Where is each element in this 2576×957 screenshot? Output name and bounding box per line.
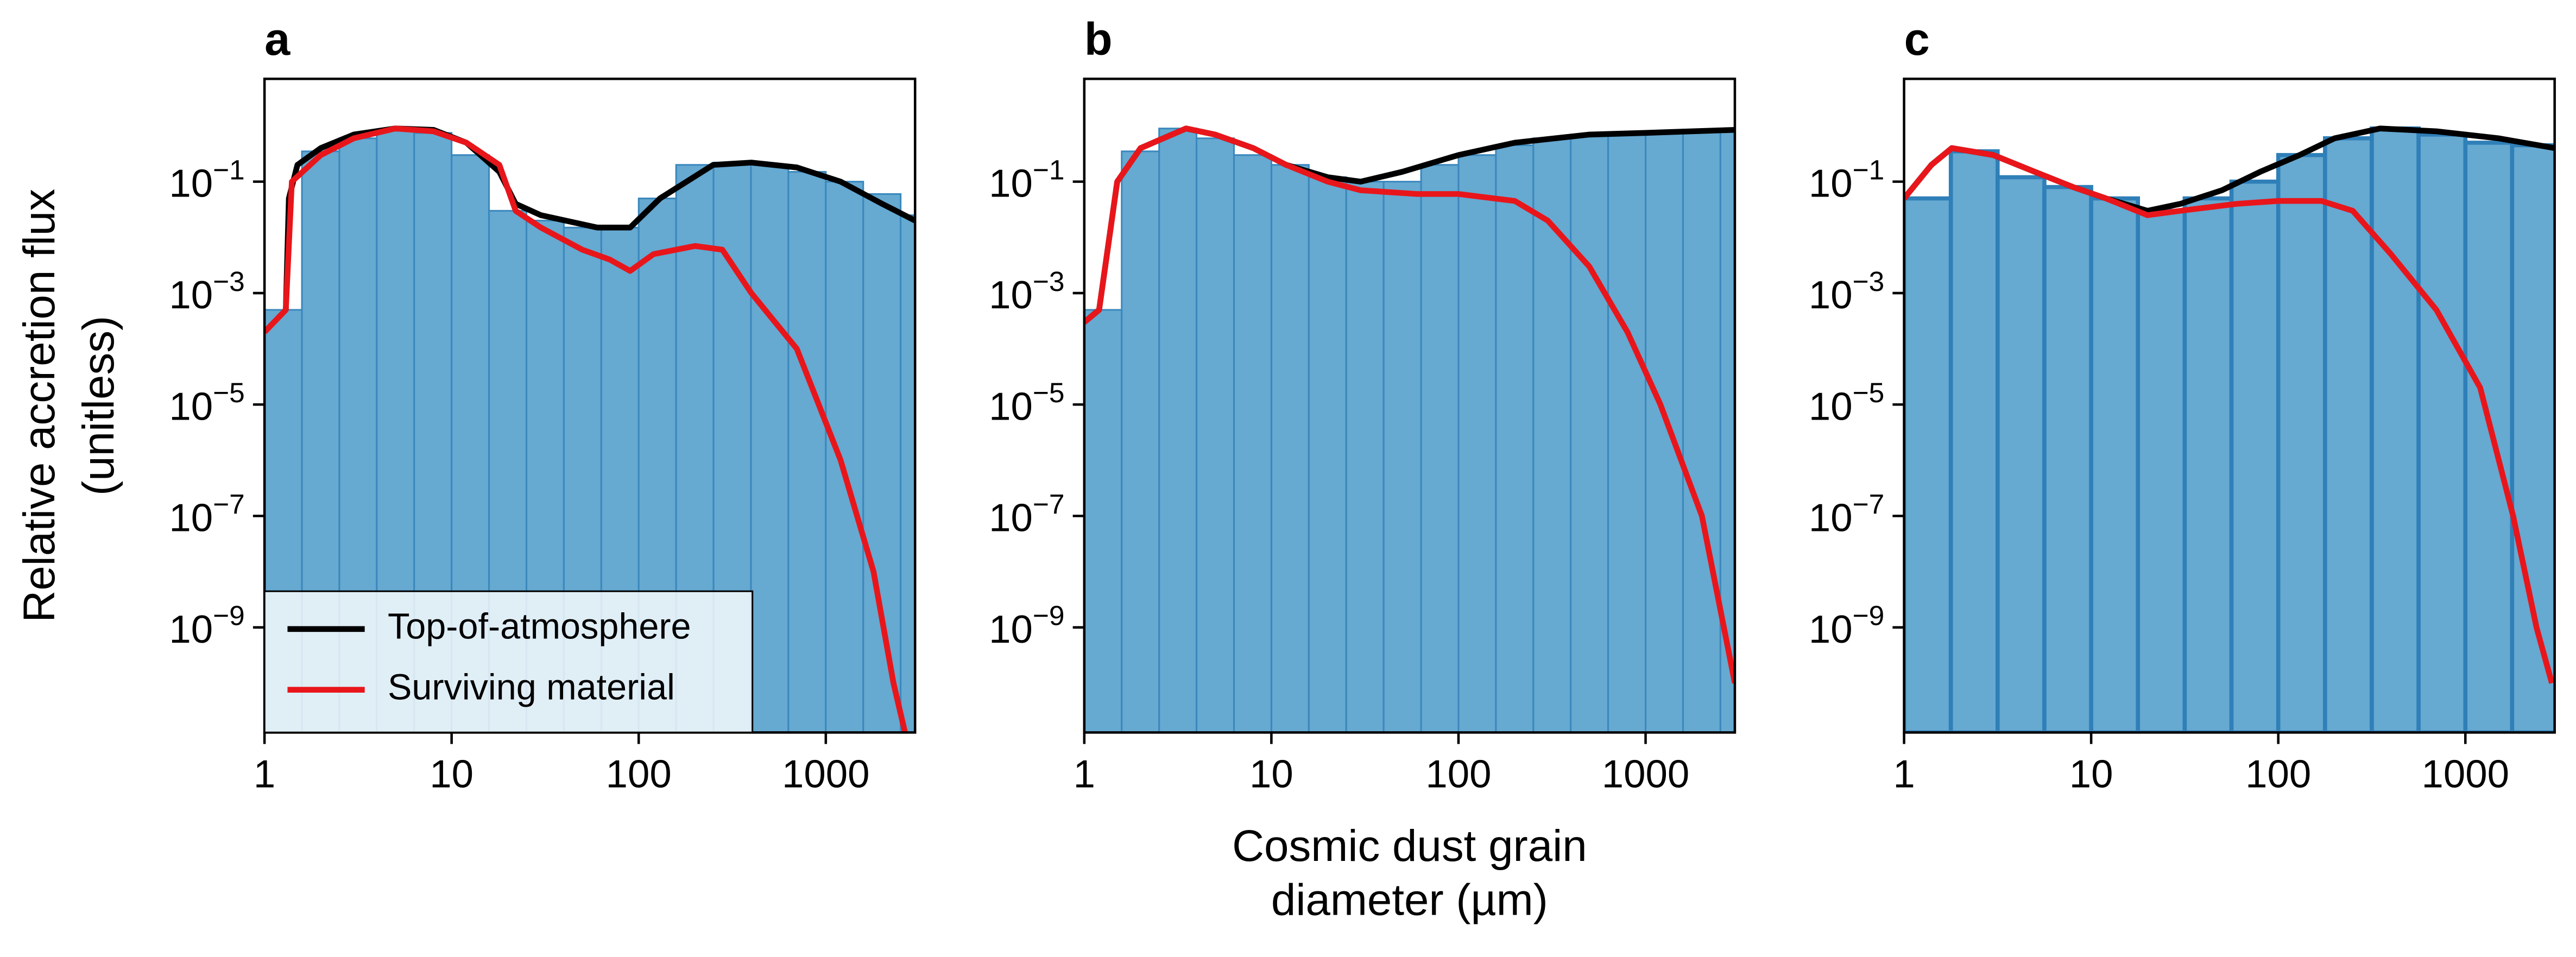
line: [264, 125, 908, 733]
bar: [2416, 132, 2468, 733]
y-tick-label: 10−1: [169, 154, 244, 206]
x-axis-label: Cosmic dust grain: [1232, 821, 1587, 871]
bar: [2510, 143, 2555, 733]
plot-area: [1084, 125, 1735, 733]
bar: [2370, 126, 2421, 733]
bar: [1158, 128, 1198, 733]
bar: [2182, 196, 2234, 733]
y-tick-label: 10−3: [169, 265, 244, 317]
bar: [1084, 309, 1123, 733]
y-axis-label: Relative accretion flux: [15, 189, 64, 623]
bar: [1570, 134, 1609, 733]
bar: [1382, 181, 1422, 733]
bar: [1607, 134, 1647, 733]
x-tick-label: 10: [2069, 752, 2113, 796]
bar: [2276, 153, 2327, 733]
bar: [1457, 154, 1497, 733]
bar: [1904, 196, 1953, 733]
panel-title: a: [264, 13, 291, 65]
x-tick-label: 1: [254, 752, 275, 796]
bar: [1682, 130, 1721, 733]
bar: [1645, 132, 1684, 733]
line: [1904, 145, 2555, 684]
plot-area: [1904, 125, 2555, 733]
x-tick-label: 1000: [782, 752, 870, 796]
bar: [750, 164, 790, 733]
x-tick-label: 1: [1893, 752, 1915, 796]
bar: [900, 214, 916, 733]
x-axis-label: diameter (µm): [1271, 876, 1548, 925]
bar: [2463, 141, 2515, 733]
x-tick-label: 100: [2245, 752, 2311, 796]
y-tick-label: 10−9: [1809, 599, 1884, 651]
bar: [1420, 164, 1460, 733]
x-tick-label: 1000: [1602, 752, 1690, 796]
bar: [1233, 154, 1272, 733]
x-tick-label: 10: [430, 752, 473, 796]
bar: [1948, 149, 2000, 733]
bar: [1345, 181, 1385, 733]
bar: [1121, 150, 1160, 733]
y-tick-label: 10−3: [989, 265, 1064, 317]
y-tick-label: 10−7: [1809, 488, 1884, 540]
y-axis-label: (unitless): [74, 316, 123, 496]
bar: [825, 181, 864, 733]
legend-label: Top-of-atmosphere: [388, 606, 691, 647]
y-tick-label: 10−5: [989, 377, 1064, 429]
y-tick-label: 10−7: [989, 488, 1064, 540]
bar: [2323, 136, 2374, 733]
y-tick-label: 10−1: [1809, 154, 1884, 206]
x-tick-label: 1000: [2422, 752, 2510, 796]
bar: [862, 193, 902, 733]
y-tick-label: 10−3: [1809, 265, 1884, 317]
panel-title: c: [1904, 13, 1930, 65]
legend-label: Surviving material: [388, 667, 675, 707]
x-tick-label: 1: [1074, 752, 1095, 796]
bar: [1196, 137, 1235, 733]
line: [1084, 125, 1735, 684]
bar: [2229, 179, 2281, 733]
y-tick-label: 10−5: [169, 377, 244, 429]
x-tick-label: 100: [606, 752, 672, 796]
line: [283, 125, 916, 310]
bar: [2042, 185, 2093, 733]
y-tick-label: 10−7: [169, 488, 244, 540]
legend-box: [263, 590, 754, 733]
bar: [787, 171, 827, 733]
bar: [1996, 175, 2047, 733]
y-tick-label: 10−1: [989, 154, 1064, 206]
x-tick-label: 100: [1425, 752, 1491, 796]
bar: [2089, 196, 2141, 733]
bar: [1308, 176, 1347, 733]
x-tick-label: 10: [1249, 752, 1293, 796]
bar: [1495, 144, 1535, 733]
y-tick-label: 10−9: [989, 599, 1064, 651]
bar: [1270, 164, 1310, 733]
y-tick-label: 10−5: [1809, 377, 1884, 429]
y-tick-label: 10−9: [169, 599, 244, 651]
bar: [2136, 208, 2187, 733]
panel-title: b: [1084, 13, 1113, 65]
